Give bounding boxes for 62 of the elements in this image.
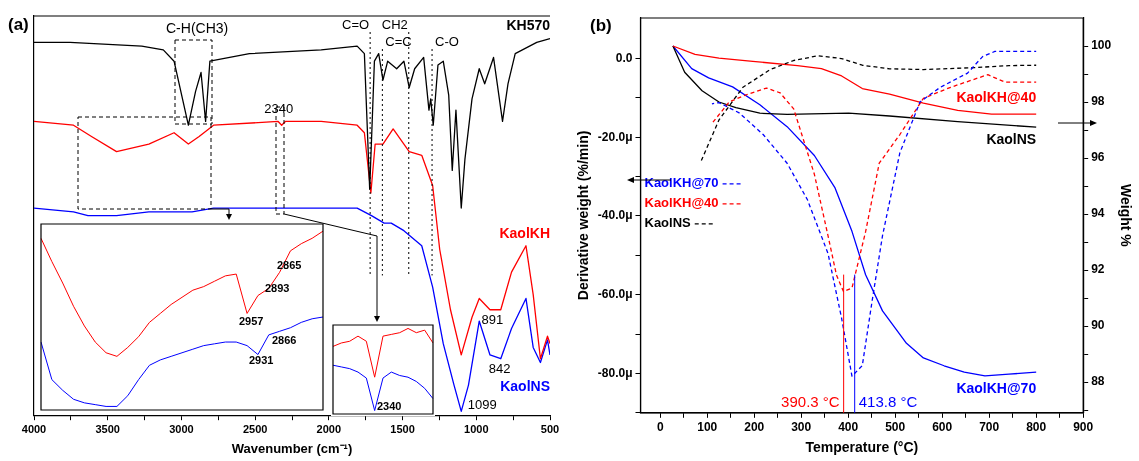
ref-line-label: C-O bbox=[435, 34, 459, 49]
y-tick-label: -20.0μ bbox=[597, 129, 633, 144]
annotation: 2931 bbox=[249, 354, 274, 367]
x-tick-label: 500 bbox=[885, 420, 906, 435]
annotation: 2957 bbox=[239, 315, 264, 328]
ref-line-label: C=C bbox=[385, 34, 412, 49]
annotation: 2866 bbox=[272, 334, 297, 347]
ref-line-label: C=O bbox=[342, 17, 370, 32]
x-tick-label: 500 bbox=[540, 422, 560, 435]
x-tick-label: 600 bbox=[932, 420, 953, 435]
series-label: KaolKH bbox=[499, 224, 550, 241]
annotation: 842 bbox=[488, 360, 511, 376]
x-tick-label: 300 bbox=[791, 420, 812, 435]
y2-axis-title: Weight % bbox=[1117, 184, 1134, 248]
annotation: 2865 bbox=[277, 259, 302, 272]
text: C-H(CH3) bbox=[166, 19, 229, 36]
legend-label: KaolKH@70 bbox=[644, 175, 719, 191]
series-label: KaolNS bbox=[986, 131, 1037, 148]
annotation: 2893 bbox=[265, 282, 290, 295]
y2-tick-label: 94 bbox=[1091, 206, 1105, 221]
x-tick-label: 900 bbox=[1073, 420, 1094, 435]
y2-tick-label: 96 bbox=[1091, 150, 1105, 165]
annotation: 891 bbox=[481, 311, 504, 327]
x-axis-title: Wavenumber (cm⁻¹) bbox=[231, 440, 353, 456]
text: (b) bbox=[590, 15, 612, 35]
x-tick-label: 1500 bbox=[390, 422, 415, 435]
y-tick-label: -80.0μ bbox=[597, 365, 633, 380]
x-tick-label: 3000 bbox=[169, 422, 194, 435]
annotation: 1099 bbox=[467, 397, 497, 413]
x-tick-label: 0 bbox=[656, 420, 664, 435]
x-tick-label: 700 bbox=[979, 420, 1000, 435]
y2-tick-label: 100 bbox=[1091, 38, 1112, 53]
legend-label: KaolKH@40 bbox=[644, 195, 719, 211]
ref-line-label: 390.3 °C bbox=[781, 392, 840, 410]
text: (a) bbox=[8, 14, 29, 34]
x-tick-label: 4000 bbox=[21, 422, 47, 435]
x-tick-label: 800 bbox=[1026, 420, 1047, 435]
series-label: KH570 bbox=[506, 17, 551, 34]
y-axis-title: Derivative weight (%/min) bbox=[575, 130, 592, 301]
x-tick-label: 1000 bbox=[464, 422, 489, 435]
y2-tick-label: 92 bbox=[1091, 262, 1105, 277]
ref-line-label: CH2 bbox=[381, 17, 408, 32]
legend-label: KaolNS bbox=[644, 215, 692, 231]
series-label: KaolKH@70 bbox=[956, 379, 1037, 396]
annotation: 2340 bbox=[377, 400, 402, 413]
annotation: 2340 bbox=[264, 100, 294, 116]
x-tick-label: 3500 bbox=[95, 422, 120, 435]
x-tick-label: 2500 bbox=[242, 422, 268, 435]
x-tick-label: 400 bbox=[838, 420, 859, 435]
y2-tick-label: 88 bbox=[1091, 374, 1105, 389]
y-tick-label: 0.0 bbox=[615, 50, 633, 65]
y-tick-label: -40.0μ bbox=[597, 208, 633, 223]
x-tick-label: 2000 bbox=[316, 422, 342, 435]
y2-tick-label: 98 bbox=[1091, 94, 1105, 109]
y-tick-label: -60.0μ bbox=[597, 287, 633, 302]
x-tick-label: 100 bbox=[697, 420, 718, 435]
ref-line-label: 413.8 °C bbox=[858, 392, 918, 410]
y2-tick-label: 90 bbox=[1091, 318, 1105, 333]
series-label: KaolNS bbox=[500, 378, 550, 395]
x-axis-title: Temperature (°C) bbox=[805, 439, 919, 456]
x-tick-label: 200 bbox=[744, 420, 765, 435]
series-label: KaolKH@40 bbox=[956, 89, 1037, 106]
